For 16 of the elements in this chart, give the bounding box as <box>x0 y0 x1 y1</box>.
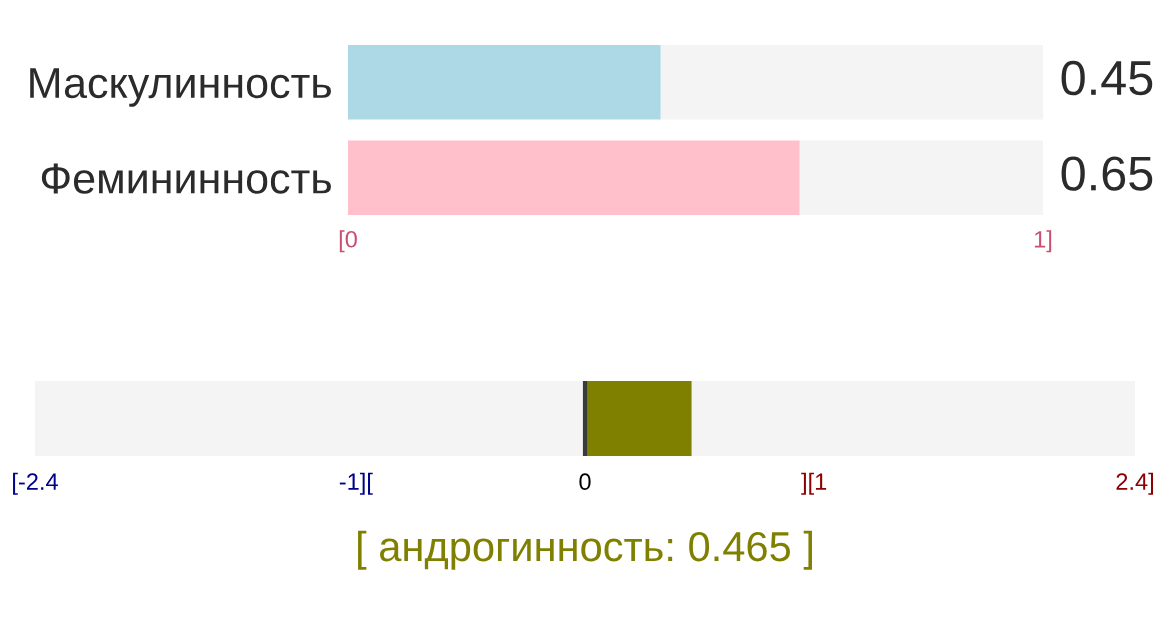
data-label: 0.45 <box>1061 60 1153 96</box>
y-tick-label: Маскулинность <box>30 68 331 107</box>
x-tick-label: 2.4] <box>1116 472 1154 495</box>
bar <box>348 140 800 215</box>
y-tick-label: Фемининность <box>41 163 331 194</box>
x-tick-label: [-2.4 <box>13 472 58 495</box>
x-tick-label: ][1 <box>801 472 827 495</box>
bar <box>660 45 1043 120</box>
x-axis-title: [ андрогинность: 0.465 ] <box>358 530 812 570</box>
bar <box>348 45 661 120</box>
x-tick-label: 0 <box>579 473 591 491</box>
x-tick-label: 1] <box>1034 230 1052 253</box>
bar <box>799 140 1043 215</box>
x-tick-label: -1][ <box>339 472 373 495</box>
x-tick-label: [0 <box>339 230 357 253</box>
data-label: 0.65 <box>1061 156 1153 191</box>
